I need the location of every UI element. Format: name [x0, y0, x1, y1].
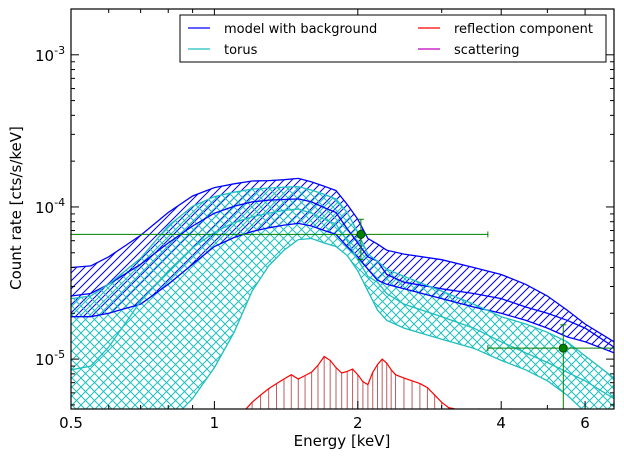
x-tick-label: 6 — [580, 414, 590, 432]
x-tick-label: 1 — [210, 414, 220, 432]
series-lines — [71, 177, 614, 409]
torus-median-line — [71, 208, 614, 400]
legend: model with background torus reflection com… — [179, 14, 607, 63]
data-points — [71, 218, 614, 409]
legend-item-model-with-background: model with background — [188, 22, 377, 37]
legend-item-torus: torus — [188, 43, 258, 58]
torus-upper-line — [71, 185, 614, 379]
legend-item-reflection-component: reflection component — [418, 22, 593, 37]
data-marker — [558, 343, 568, 353]
x-tick-label: 4 — [496, 414, 506, 432]
legend-label: model with background — [224, 22, 377, 37]
reflection-component-line — [245, 355, 515, 409]
legend-box — [179, 14, 607, 63]
x-tick-label: 0.5 — [59, 414, 83, 432]
y-tick-label: 10-5 — [35, 348, 65, 369]
y-axis-label: Count rate [cts/s/keV] — [7, 126, 25, 290]
axis-ticks: 10-5 10-4 10-3 0.5 1 2 4 6 — [35, 8, 614, 432]
y-tick-label: 10-4 — [35, 196, 65, 217]
y-tick-label: 10-3 — [35, 44, 65, 65]
data-marker — [356, 229, 366, 239]
legend-label: scattering — [454, 43, 520, 58]
plot-frame — [70, 8, 615, 410]
band-fills — [71, 178, 614, 409]
x-axis-label: Energy [keV] — [294, 432, 391, 450]
torus-lower-line — [181, 237, 583, 409]
legend-item-scattering: scattering — [418, 43, 520, 58]
x-tick-label: 2 — [353, 414, 363, 432]
legend-label: reflection component — [454, 22, 593, 37]
torus-band — [71, 186, 614, 409]
reflection-component-stripes — [251, 356, 449, 409]
model-with-background-upper-line — [71, 177, 614, 343]
model-with-background-median-line — [71, 198, 614, 348]
data-point-2 — [487, 324, 614, 409]
data-point-1 — [71, 218, 489, 261]
legend-label: torus — [224, 43, 258, 58]
